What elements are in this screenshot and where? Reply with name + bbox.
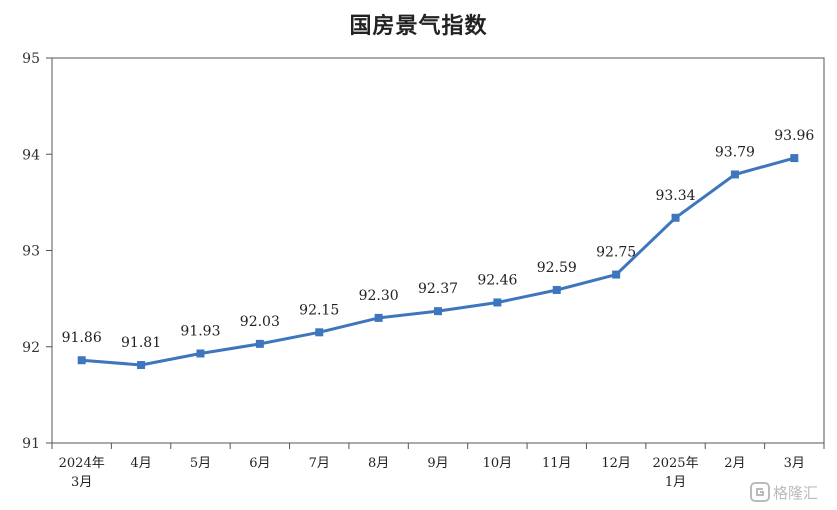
y-tick-label: 92	[22, 340, 40, 356]
x-tick-label: 8月	[368, 456, 389, 471]
data-point-marker	[77, 356, 86, 365]
y-tick-label: 93	[22, 244, 40, 260]
x-tick-label: 10月	[483, 456, 513, 471]
x-tick-label: 3月	[784, 456, 805, 471]
data-label: 91.86	[62, 330, 102, 346]
x-tick-label: 7月	[309, 456, 330, 471]
y-tick-label: 95	[22, 51, 40, 67]
x-tick-label: 5月	[190, 456, 211, 471]
watermark-logo: 格隆汇	[750, 482, 818, 502]
x-tick-label: 2月	[724, 456, 745, 471]
data-point-marker	[434, 307, 442, 316]
data-label: 91.81	[121, 335, 161, 351]
data-label: 91.93	[180, 323, 220, 339]
data-label: 92.37	[418, 281, 458, 297]
svg-text:格隆汇: 格隆汇	[773, 484, 818, 502]
plot-area-frame	[51, 57, 825, 444]
data-point-marker	[790, 154, 799, 163]
data-point-marker	[374, 313, 383, 322]
x-tick-label: 12月	[601, 456, 631, 471]
x-tick-label: 3月	[71, 475, 92, 490]
x-tick-label: 2024年	[59, 456, 105, 471]
x-tick-label: 6月	[249, 456, 270, 471]
y-axis: 91 92 93 94 95	[22, 51, 52, 452]
y-tick-label: 94	[22, 147, 40, 163]
data-point-marker	[612, 270, 621, 279]
chart-title: 国房景气指数	[349, 14, 488, 39]
data-label: 92.46	[477, 272, 517, 288]
data-point-marker	[493, 298, 502, 307]
data-point-marker	[196, 349, 205, 358]
data-label: 92.75	[596, 245, 636, 261]
x-tick-label: 1月	[665, 475, 686, 490]
data-point-marker	[137, 361, 146, 370]
data-label: 92.15	[299, 302, 339, 318]
data-label: 92.03	[240, 314, 280, 330]
data-point-marker	[315, 328, 324, 337]
data-label: 93.96	[774, 128, 814, 144]
y-tick-label: 91	[22, 436, 40, 452]
x-tick-label: 2025年	[652, 456, 698, 471]
data-point-marker	[552, 285, 561, 294]
data-label: 92.59	[537, 260, 577, 276]
data-label: 92.30	[359, 288, 399, 304]
data-point-marker	[255, 339, 264, 348]
x-tick-label: 11月	[542, 456, 572, 471]
x-tick-label: 9月	[427, 456, 448, 471]
data-label: 93.34	[655, 188, 695, 204]
data-markers	[77, 154, 799, 370]
x-tick-label: 4月	[130, 456, 151, 471]
data-point-marker	[671, 213, 680, 222]
data-labels: 91.86 91.81 91.93 92.03 92.15 92.30 92.37 92.46…	[62, 128, 815, 351]
data-label: 93.79	[715, 144, 755, 160]
data-point-marker	[730, 170, 739, 179]
x-axis: 2024年 3月 4月 5月 6月 7月 8月 9月 10月 11月 12月 2025年 1月 2月 3月	[51, 443, 825, 490]
